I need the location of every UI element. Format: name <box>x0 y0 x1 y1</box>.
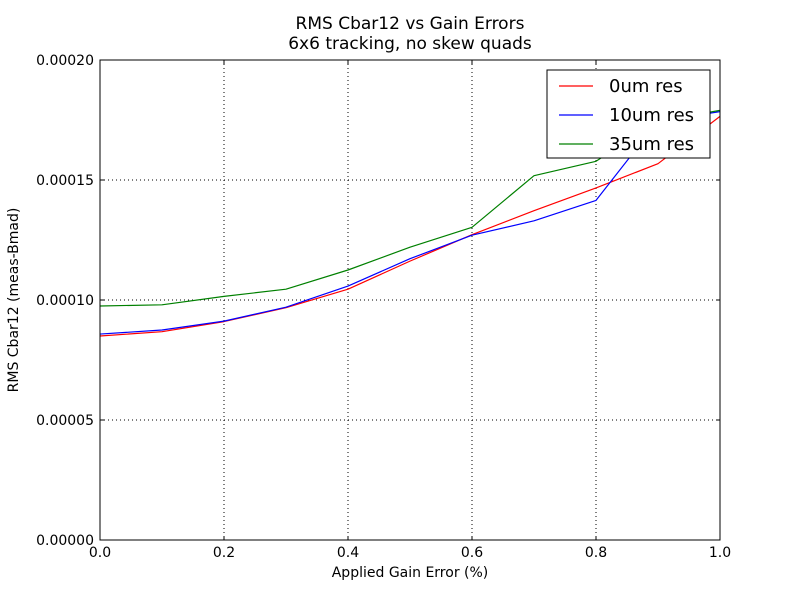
x-tick-label: 1.0 <box>709 545 731 561</box>
y-tick-label: 0.00020 <box>36 53 94 69</box>
series-line-10um-res <box>100 111 720 335</box>
chart-title: RMS Cbar12 vs Gain Errors <box>296 14 525 34</box>
series-line-0um-res <box>100 115 720 337</box>
x-axis-label: Applied Gain Error (%) <box>332 565 489 581</box>
x-tick-label: 0.8 <box>585 545 607 561</box>
y-tick-label: 0.00010 <box>36 293 94 309</box>
y-tick-label: 0.00005 <box>36 413 94 429</box>
plot-frame <box>99 59 721 541</box>
chart-subtitle: 6x6 tracking, no skew quads <box>288 34 532 54</box>
legend-label: 10um res <box>609 105 694 126</box>
legend-label: 0um res <box>609 76 683 97</box>
x-tick-label: 0.2 <box>213 545 235 561</box>
x-tick-label: 0.4 <box>337 545 359 561</box>
legend-box <box>546 69 711 159</box>
y-axis-label: RMS Cbar12 (meas-Bmad) <box>6 208 22 393</box>
x-tick-label: 0.0 <box>89 545 111 561</box>
y-tick-label: 0.00015 <box>36 173 94 189</box>
x-tick-label: 0.6 <box>461 545 483 561</box>
y-tick-label: 0.00000 <box>36 533 94 549</box>
legend: 0um res 10um res 35um res <box>546 69 711 159</box>
ticks: 0.0 0.2 0.4 0.6 0.8 1.0 0.00000 0.00005 0.00010 0… <box>36 53 731 561</box>
legend-label: 35um res <box>609 134 694 155</box>
